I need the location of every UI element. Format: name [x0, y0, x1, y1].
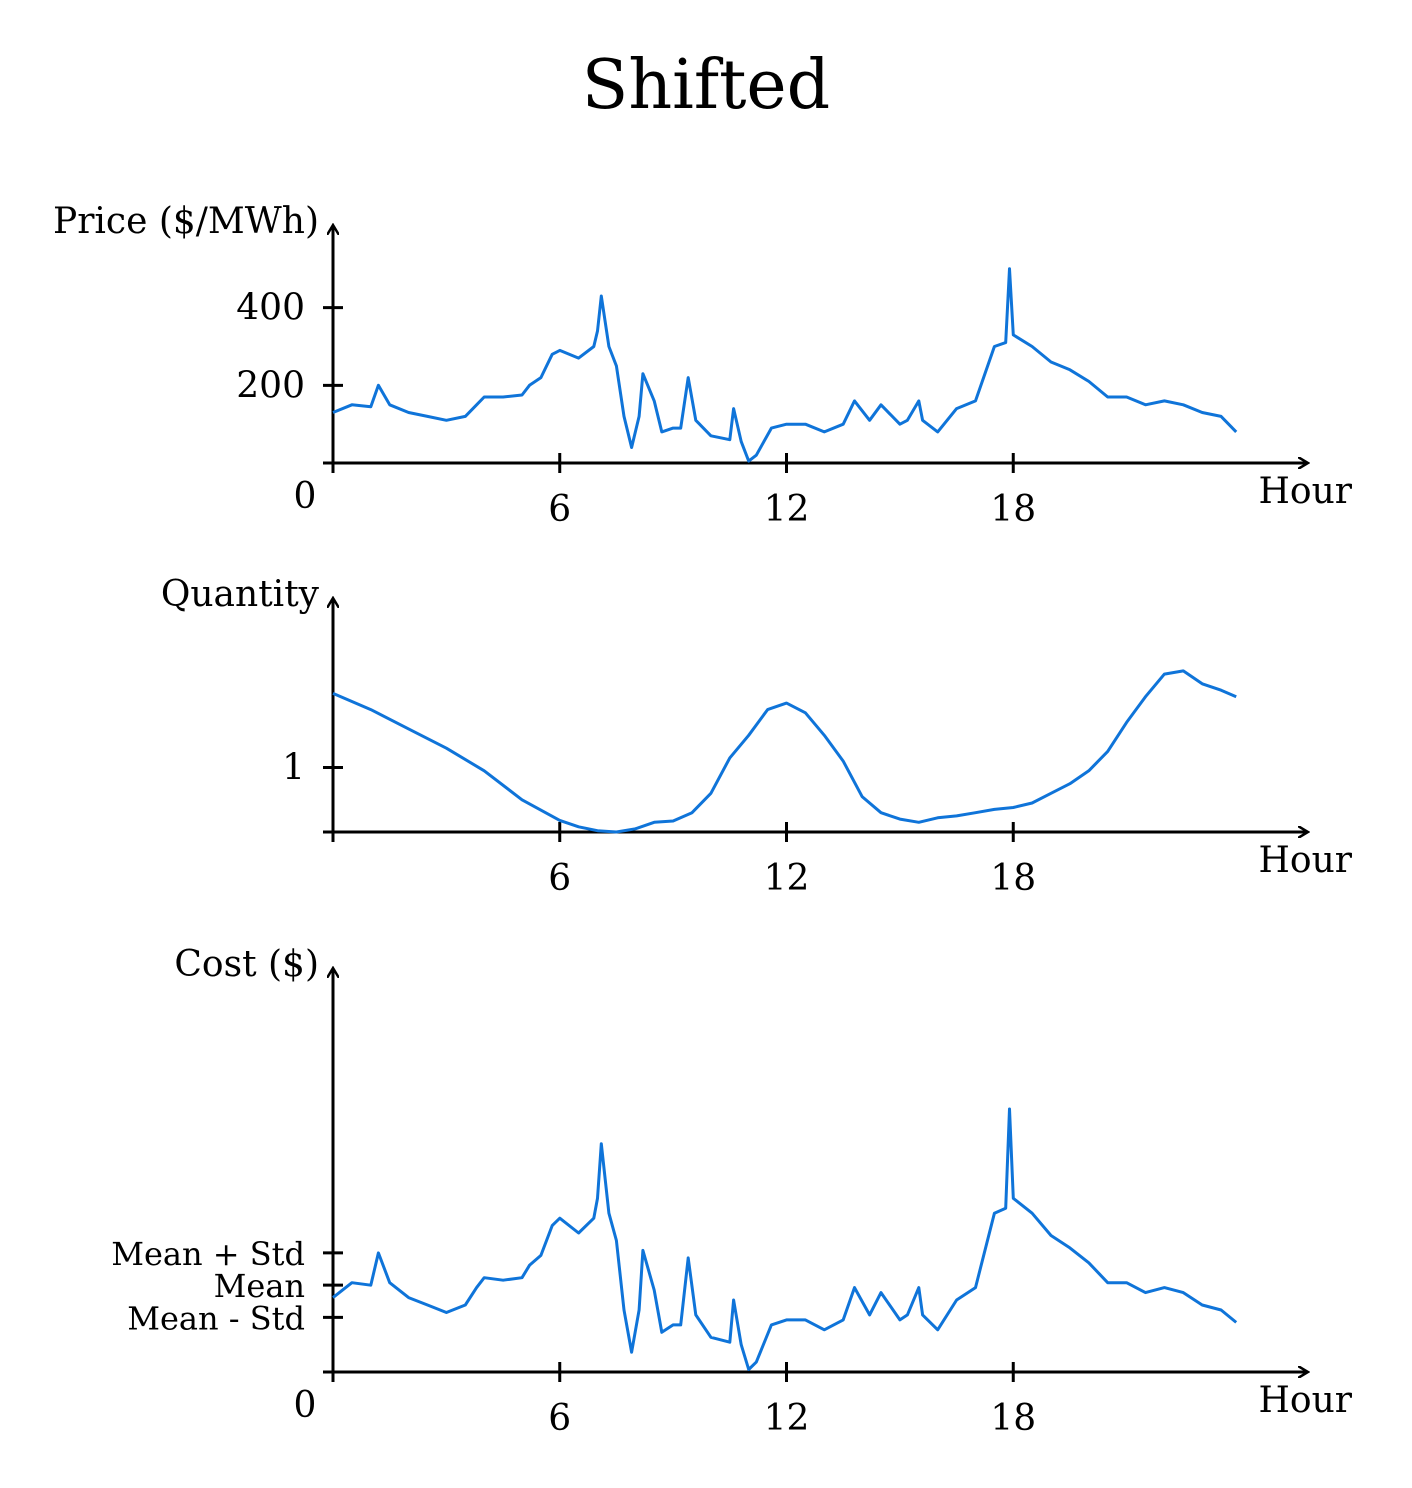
x-tick-label: 12: [764, 1398, 810, 1439]
y-tick-label: Mean + Std: [111, 1235, 305, 1273]
series-line: [332, 267, 1238, 463]
y-axis-label: Quantity: [161, 574, 320, 615]
y-tick-label: Mean: [214, 1267, 305, 1305]
x-axis-label: Hour: [1259, 840, 1353, 881]
x-axis-label: Hour: [1259, 1380, 1353, 1421]
x-tick-label: 18: [990, 858, 1036, 899]
x-tick-label: 6: [548, 1398, 571, 1439]
x-tick-label: 18: [990, 1398, 1036, 1439]
y-axis-label: Cost ($): [174, 944, 319, 985]
x-tick-label: 6: [548, 858, 571, 899]
series-line: [332, 1107, 1238, 1371]
x-tick-label: 12: [764, 489, 810, 530]
panel-price: 6 12 18 200 400 0 Hour Price ($/MWh): [53, 201, 1353, 530]
origin-label: 0: [294, 1385, 317, 1426]
y-tick-label: 400: [236, 288, 305, 329]
y-tick-label: 1: [282, 748, 305, 789]
x-tick-label: 12: [764, 858, 810, 899]
series-line: [332, 669, 1237, 834]
y-axis-label: Price ($/MWh): [53, 201, 319, 242]
chart-panels: 6 12 18 200 400 0 Hour Price ($/MWh) 6 12 18 1 Hour Q…: [53, 201, 1353, 1439]
panel-quantity: 6 12 18 1 Hour Quantity: [161, 574, 1353, 899]
x-axis-label: Hour: [1259, 471, 1353, 512]
y-tick-label: Mean - Std: [127, 1299, 305, 1337]
origin-label: 0: [294, 476, 317, 517]
x-tick-label: 18: [990, 489, 1036, 530]
x-tick-label: 6: [548, 489, 571, 530]
chart-title: Shifted: [582, 46, 830, 125]
y-tick-label: 200: [236, 365, 305, 406]
